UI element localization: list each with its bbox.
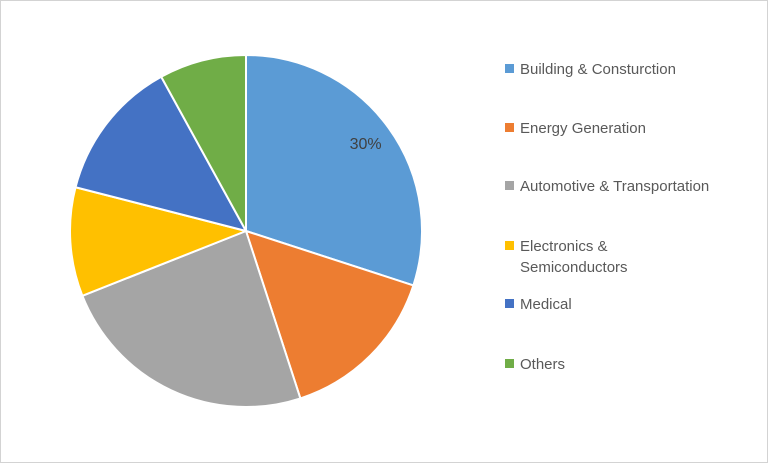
legend-swatch-icon [505, 241, 514, 250]
legend-label: Medical [520, 296, 572, 313]
legend-label: Automotive & Transportation [520, 178, 710, 195]
legend-item-energy-generation: Energy Generation [505, 118, 646, 139]
legend-label: Building & Consturction [520, 61, 676, 78]
legend-item-building-consturction: Building & Consturction [505, 59, 676, 80]
pie-slices [69, 54, 423, 408]
chart-legend: Building & Consturction Energy Generation… [505, 1, 767, 462]
legend-swatch-icon [505, 123, 514, 132]
legend-label: Others [520, 356, 566, 373]
slice-data-label: 30% [350, 136, 382, 153]
legend-label: Energy Generation [520, 120, 646, 137]
legend-label: Electronics & Semiconductors [520, 238, 628, 276]
pie-slice-medical [74, 75, 247, 232]
pie-slice-building-consturction [245, 54, 423, 287]
legend-swatch-icon [505, 181, 514, 190]
legend-swatch-icon [505, 299, 514, 308]
legend-item-electronics-semiconductors: Electronics & Semiconductors [505, 236, 628, 278]
pie-slice-electronics-semiconductors [69, 186, 247, 297]
pie-slice-energy-generation [245, 230, 415, 400]
pie-labels: 30% [350, 136, 382, 153]
legend-item-medical: Medical [505, 294, 572, 315]
legend-swatch-icon [505, 359, 514, 368]
legend-swatch-icon [505, 64, 514, 73]
pie-slice-others [160, 54, 247, 232]
legend-item-others: Others [505, 354, 565, 375]
legend-item-automotive-transportation: Automotive & Transportation [505, 176, 709, 197]
